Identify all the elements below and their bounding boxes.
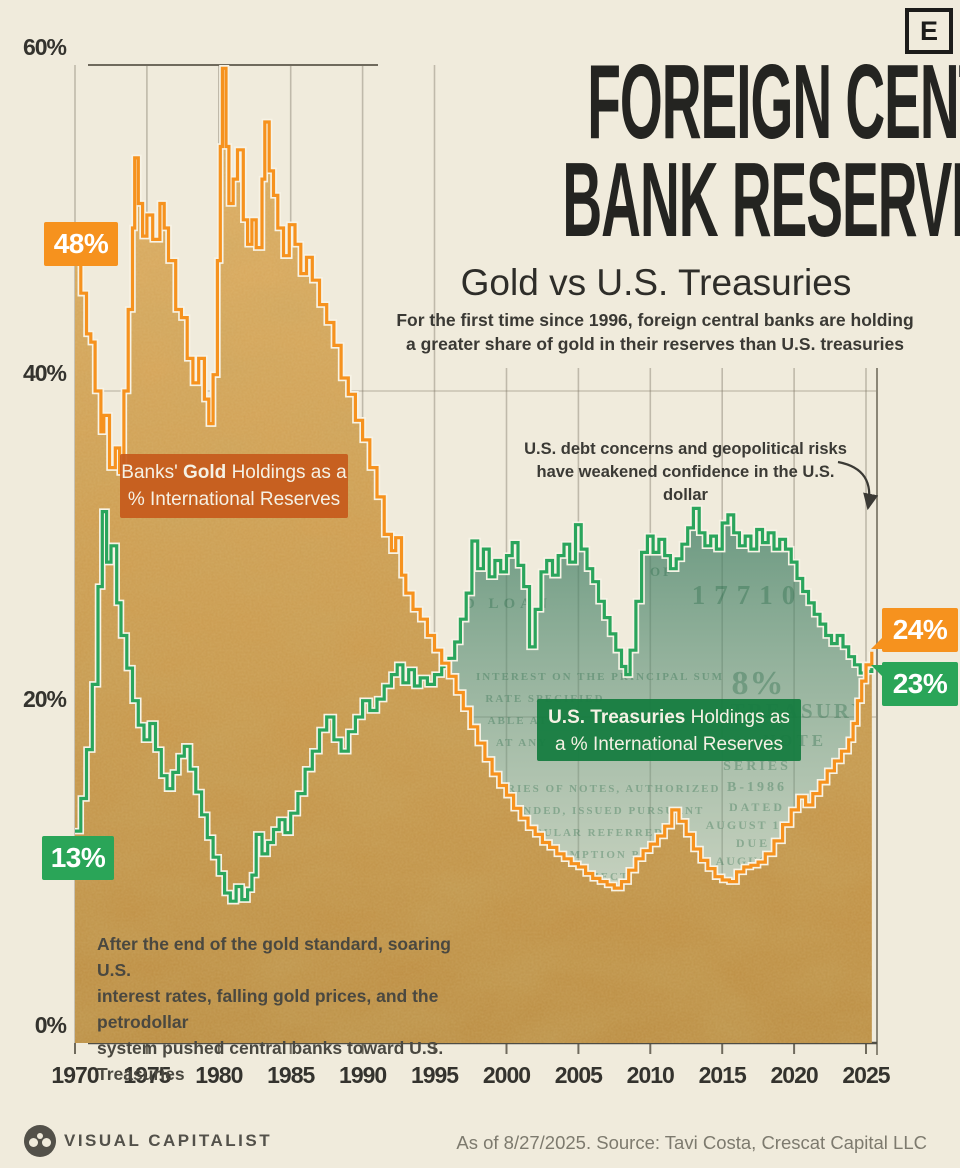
gold-series-label: Banks' Gold Holdings as a % Internationa… xyxy=(120,454,348,518)
x-axis-label: 1990 xyxy=(339,1062,387,1088)
y-axis-label: 40% xyxy=(22,360,67,386)
x-axis-label: 1970 xyxy=(51,1062,99,1088)
treasury-start-badge: 13% xyxy=(42,836,114,880)
elements-logo: E xyxy=(905,8,953,54)
visual-capitalist-logo: VISUAL CAPITALIST xyxy=(24,1125,272,1157)
svg-text:17710: 17710 xyxy=(692,580,805,610)
svg-text:A SERIES OF NOTES, AUTHORIZED: A SERIES OF NOTES, AUTHORIZED xyxy=(476,783,721,795)
svg-text:AT ANY: AT ANY xyxy=(496,737,548,749)
x-axis-label: 1985 xyxy=(267,1062,315,1088)
x-axis-label: 1980 xyxy=(195,1062,243,1088)
treasury-series-label: U.S. Treasuries Holdings as a % Internat… xyxy=(537,699,801,761)
y-axis-label: 0% xyxy=(34,1012,67,1038)
svg-text:DUE: DUE xyxy=(736,836,770,850)
gold-start-badge: 48% xyxy=(44,222,118,266)
page-title-line1: FOREIGN CENTRAL xyxy=(587,43,960,161)
gold-standard-annotation: After the end of the gold standard, soar… xyxy=(97,934,451,1084)
gold-grain xyxy=(75,68,872,1044)
gold-end-badge: 24% xyxy=(871,608,958,652)
x-axis-label: 1975 xyxy=(123,1062,171,1088)
treasury-end-badge: 23% xyxy=(871,662,958,706)
x-axis-label: 2015 xyxy=(698,1062,747,1088)
svg-text:B-1986: B-1986 xyxy=(727,780,787,795)
svg-text:AMENDED, ISSUED PURSUANT: AMENDED, ISSUED PURSUANT xyxy=(492,805,705,817)
svg-text:8%: 8% xyxy=(732,665,785,702)
x-axis-label: 2020 xyxy=(770,1062,818,1088)
x-axis-label: 2010 xyxy=(626,1062,675,1088)
source-attribution: As of 8/27/2025. Source: Tavi Costa, Cre… xyxy=(456,1132,927,1153)
badge-pointer xyxy=(871,637,883,649)
x-axis-label: 2025 xyxy=(842,1062,890,1088)
badge-pointer xyxy=(871,665,883,677)
binoculars-icon xyxy=(24,1125,56,1157)
gold-line xyxy=(75,66,874,890)
x-axis-label: 2005 xyxy=(554,1062,603,1088)
annotation-arrow xyxy=(837,460,879,511)
brand-name: VISUAL CAPITALIST xyxy=(64,1131,273,1150)
y-axis-label: 20% xyxy=(22,686,67,712)
series-lines xyxy=(75,65,876,905)
y-axis-label: 60% xyxy=(22,34,67,60)
svg-text:INTEREST ON THE PRINCIPAL SUM: INTEREST ON THE PRINCIPAL SUM xyxy=(476,671,724,683)
title-background-panel xyxy=(442,44,960,368)
page-subtitle: Gold vs U.S. Treasuries xyxy=(460,262,852,303)
x-axis-label: 2000 xyxy=(482,1062,531,1088)
debt-annotation: U.S. debt concerns and geopolitical risk… xyxy=(524,440,847,504)
svg-text:SERIES: SERIES xyxy=(723,759,791,774)
treasury-line xyxy=(75,506,874,903)
x-axis-label: 1995 xyxy=(410,1062,459,1088)
page-title-line2: BANK RESERVES xyxy=(562,141,960,259)
svg-text:CIRCULAR REFERRED TO: CIRCULAR REFERRED TO xyxy=(508,827,689,839)
description-line2: a greater share of gold in their reserve… xyxy=(406,334,904,354)
description-line1: For the first time since 1996, foreign c… xyxy=(396,310,914,330)
svg-text:DATED: DATED xyxy=(729,800,785,814)
